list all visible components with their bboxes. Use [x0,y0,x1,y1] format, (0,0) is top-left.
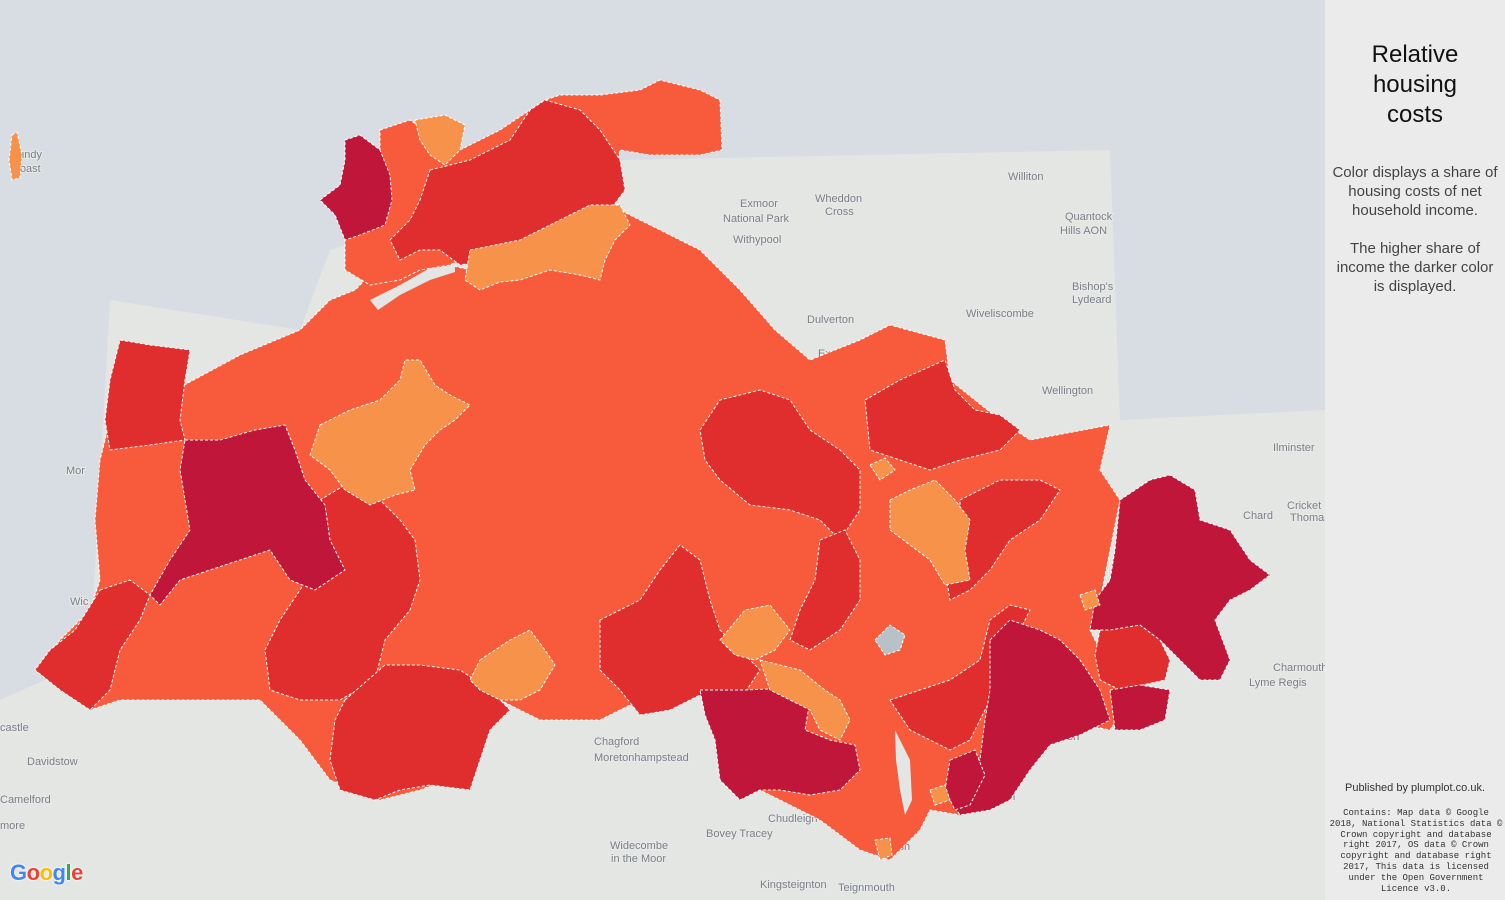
region[interactable] [699,389,861,541]
label-withypool: Withypool [733,234,781,246]
label-teignmouth: Teignmouth [838,882,895,894]
label-camelford: Camelford [0,794,51,806]
region[interactable] [949,619,1111,816]
label-chard: Chard [1243,510,1273,522]
region[interactable] [889,479,971,586]
google-logo-letter: o [26,860,40,885]
label-cricket: Cricket [1287,500,1321,512]
region[interactable] [789,529,861,651]
label-cross: Cross [825,206,854,218]
region[interactable] [329,664,511,801]
label-castle: castle [0,722,29,734]
sidebar-description-2: The higher share of income the darker co… [1336,240,1494,295]
label-kingsteignton: Kingsteignton [760,879,827,891]
label-chagford: Chagford [594,736,639,748]
label-quantock: Quantock [1065,211,1113,223]
info-sidebar: Relative housing costs Color displays a … [1325,0,1505,900]
label-wic: Wic [70,596,89,608]
label-more: more [0,820,25,832]
title-line: housing [1372,71,1458,98]
published-by[interactable]: Published by plumplot.co.uk. [1344,782,1486,794]
region-no-data[interactable] [874,624,906,656]
sidebar-description: Color displays a share of housing costs … [1332,164,1498,219]
sidebar-title: Relative housing costs [1325,40,1505,130]
region[interactable] [34,579,151,711]
region[interactable] [874,837,893,861]
region[interactable] [929,784,951,806]
region[interactable] [719,604,791,661]
label-bovey-tracey: Bovey Tracey [706,828,773,840]
estuary-exe [895,730,912,815]
region[interactable] [1094,624,1171,691]
region[interactable] [319,134,393,241]
region[interactable] [1079,589,1101,611]
region[interactable] [1089,474,1271,681]
google-logo-letter: o [39,860,53,885]
choropleth-map: Exmoor National Park Wheddon Cross Withy… [0,79,1325,900]
label-davidstow: Davidstow [27,756,78,768]
label-wheddon: Wheddon [815,193,862,205]
region[interactable] [309,359,471,506]
label-moretonhampstead: Moretonhampstead [594,752,689,764]
label-wellington: Wellington [1042,385,1093,397]
label-charmouth: Charmouth [1273,662,1325,674]
label-in-the-moor: in the Moor [611,853,666,865]
region-layer [8,79,1271,861]
title-line: Relative [1371,41,1459,68]
region[interactable] [464,204,631,291]
label-bishops: Bishop's [1072,281,1114,293]
google-logo-text: Google [10,860,83,886]
region[interactable] [869,457,896,481]
label-lydeard: Lydeard [1072,294,1111,306]
label-chudleigh: Chudleigh [768,813,818,825]
map-canvas[interactable]: Exmoor National Park Wheddon Cross Withy… [0,0,1325,900]
google-logo-letter: l [65,860,72,885]
label-dulverton: Dulverton [807,314,854,326]
label-mor: Mor [66,465,85,477]
label-national-park: National Park [723,213,790,225]
region-lundy[interactable] [8,131,23,181]
region[interactable] [469,629,556,701]
label-williton: Williton [1008,171,1043,183]
google-logo-letter: e [71,860,83,885]
region[interactable] [759,659,851,741]
region[interactable] [149,424,346,606]
label-hills-aonb: Hills AON [1060,225,1107,237]
label-ilminster: Ilminster [1273,442,1315,454]
label-lyme-regis: Lyme Regis [1249,677,1307,689]
google-logo-letter: g [52,860,66,885]
label-wiveliscombe: Wiveliscombe [966,308,1034,320]
google-logo-letter: G [10,860,27,885]
label-exmoor: Exmoor [740,198,778,210]
attribution: Contains: Map data © Google 2018, Nation… [1329,808,1503,894]
label-widecombe: Widecombe [610,840,668,852]
title-line: costs [1386,101,1443,128]
region[interactable] [414,114,466,166]
region[interactable] [864,359,1021,471]
region[interactable] [104,339,191,451]
label-thomas: Thomas [1290,512,1325,524]
region[interactable] [599,544,761,716]
estuary-taw-torridge [370,265,455,310]
region[interactable] [1109,684,1171,731]
